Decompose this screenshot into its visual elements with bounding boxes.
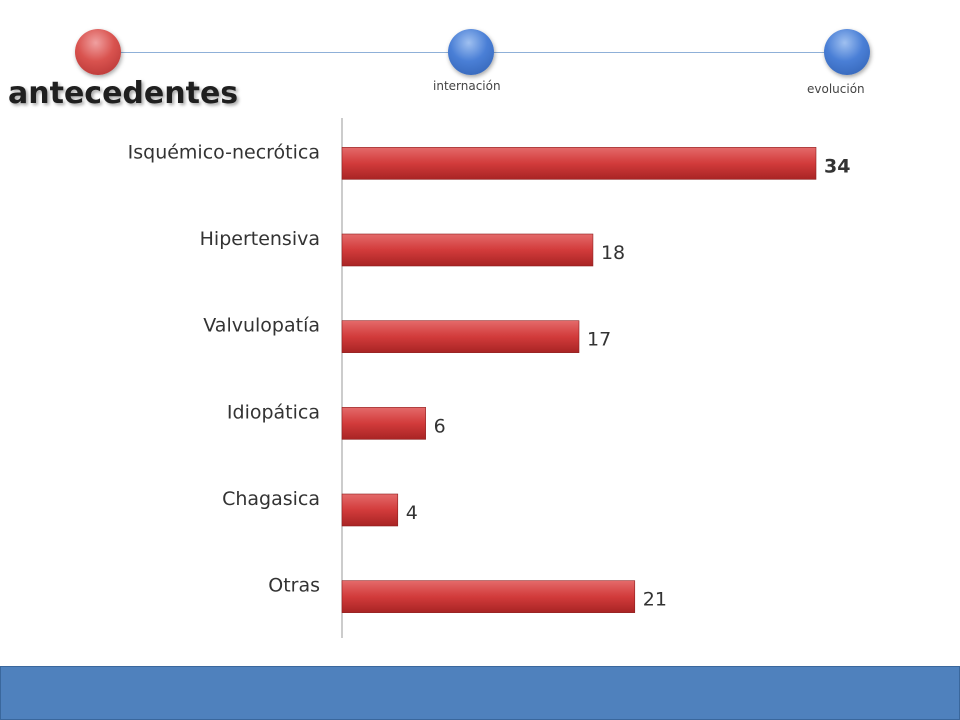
data-label: 21 bbox=[643, 589, 667, 611]
data-label: 18 bbox=[601, 242, 625, 264]
bar-5 bbox=[341, 580, 636, 613]
footer-bar bbox=[0, 666, 960, 720]
step-node-internacion[interactable] bbox=[448, 29, 494, 75]
step-node-evolucion[interactable] bbox=[824, 29, 870, 75]
bar-chart: Isquémico-necrótica 34 Hipertensiva 18 Valvu… bbox=[128, 118, 850, 638]
category-label: Chagasica bbox=[222, 488, 320, 510]
timeline-header: antecedentes internación evolución bbox=[0, 0, 960, 111]
category-label: Hipertensiva bbox=[200, 228, 320, 250]
bar-0 bbox=[341, 147, 817, 180]
bar-3 bbox=[341, 407, 426, 440]
bar-1 bbox=[341, 233, 594, 267]
category-label: Valvulopatía bbox=[203, 315, 320, 337]
step-label-evolucion: evolución bbox=[807, 82, 865, 96]
bar-2 bbox=[341, 320, 580, 353]
data-label: 6 bbox=[434, 415, 446, 437]
category-label: Isquémico-necrótica bbox=[128, 141, 320, 163]
step-label-antecedentes: antecedentes bbox=[8, 76, 239, 111]
step-label-internacion: internación bbox=[433, 79, 501, 93]
category-label: Idiopática bbox=[227, 401, 320, 423]
data-label: 4 bbox=[406, 502, 418, 524]
bar-4 bbox=[341, 493, 399, 527]
category-label: Otras bbox=[268, 575, 320, 597]
data-label: 17 bbox=[587, 329, 611, 351]
data-label: 34 bbox=[824, 155, 850, 177]
step-node-antecedentes[interactable] bbox=[75, 29, 121, 75]
